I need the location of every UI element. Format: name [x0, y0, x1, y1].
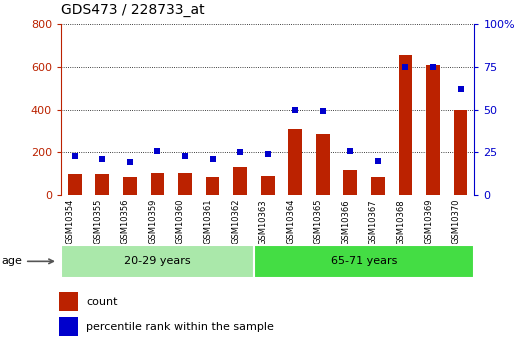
Text: GSM10369: GSM10369: [424, 199, 433, 245]
Text: 65-71 years: 65-71 years: [331, 256, 398, 266]
Bar: [178, 172, 192, 195]
Text: GSM10355: GSM10355: [93, 199, 102, 244]
Bar: [123, 177, 137, 195]
Bar: [261, 176, 275, 195]
Text: GSM10365: GSM10365: [314, 199, 323, 245]
Text: GSM10362: GSM10362: [231, 199, 240, 245]
Text: GSM10366: GSM10366: [341, 199, 350, 245]
Text: count: count: [86, 297, 118, 307]
Bar: [68, 174, 82, 195]
Bar: [371, 177, 385, 195]
Text: GSM10368: GSM10368: [396, 199, 405, 245]
Bar: [426, 65, 440, 195]
Bar: [343, 170, 357, 195]
Bar: [233, 167, 247, 195]
Bar: [254, 245, 474, 278]
Text: GSM10370: GSM10370: [452, 199, 461, 245]
Text: 20-29 years: 20-29 years: [124, 256, 191, 266]
Text: age: age: [1, 256, 53, 266]
Text: GSM10360: GSM10360: [176, 199, 185, 245]
Text: GSM10361: GSM10361: [204, 199, 213, 245]
Bar: [151, 172, 164, 195]
Text: GSM10364: GSM10364: [286, 199, 295, 245]
Text: GDS473 / 228733_at: GDS473 / 228733_at: [61, 3, 205, 17]
Bar: [399, 55, 412, 195]
Bar: [288, 129, 302, 195]
Bar: [316, 134, 330, 195]
Bar: [95, 174, 109, 195]
Text: GSM10363: GSM10363: [259, 199, 268, 245]
Bar: [206, 177, 219, 195]
Text: percentile rank within the sample: percentile rank within the sample: [86, 322, 274, 332]
Text: GSM10354: GSM10354: [66, 199, 75, 244]
Bar: [59, 317, 78, 336]
Text: GSM10359: GSM10359: [148, 199, 157, 244]
Bar: [454, 109, 467, 195]
Text: GSM10367: GSM10367: [369, 199, 378, 245]
Bar: [61, 245, 254, 278]
Text: GSM10356: GSM10356: [121, 199, 130, 245]
Bar: [59, 292, 78, 311]
